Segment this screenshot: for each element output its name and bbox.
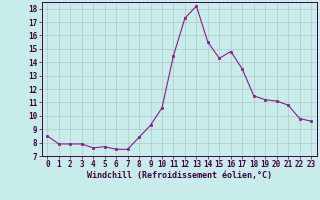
X-axis label: Windchill (Refroidissement éolien,°C): Windchill (Refroidissement éolien,°C) bbox=[87, 171, 272, 180]
